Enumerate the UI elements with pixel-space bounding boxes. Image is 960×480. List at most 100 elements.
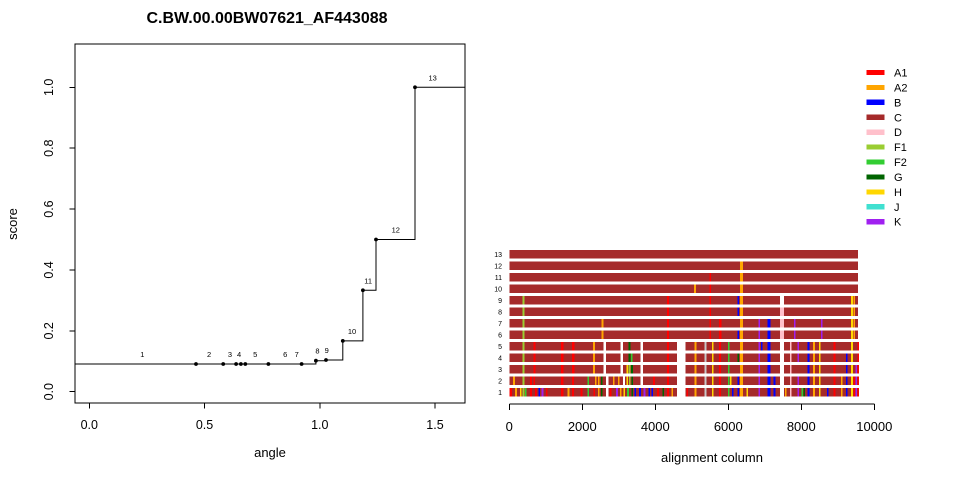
row-stripe-D — [780, 330, 785, 340]
row-stripe-A2 — [617, 376, 620, 386]
row-stripe-A2 — [784, 388, 787, 397]
data-point — [299, 362, 304, 366]
point-label: 11 — [364, 276, 372, 285]
row-stripe-B — [807, 353, 810, 363]
y-tick-label: 0.0 — [42, 383, 56, 400]
row-stripe-gap — [780, 342, 785, 351]
left-axes: 0.0 0.5 1.0 1.5 0.0 0.2 0.4 0.6 0.8 1.0 — [42, 79, 444, 432]
row-stripe-D — [790, 388, 792, 397]
row-label: 4 — [498, 356, 502, 363]
row-stripe-A1 — [533, 376, 536, 386]
data-point — [340, 339, 345, 343]
row-stripe-K — [758, 388, 760, 397]
alignment-row-5: 5 — [498, 342, 860, 351]
point-label: 1 — [140, 350, 144, 359]
row-stripe-A1 — [561, 342, 564, 351]
row-stripe-K — [794, 319, 796, 328]
legend-swatch-K — [866, 219, 885, 225]
y-tick-label: 1.0 — [42, 79, 56, 96]
alignment-row-7: 7 — [498, 319, 858, 328]
row-stripe-A2 — [693, 284, 696, 293]
row-stripe-F2 — [525, 388, 527, 397]
row-stripe-H — [850, 330, 854, 340]
point-label: 2 — [207, 350, 211, 359]
row-bar — [509, 284, 858, 293]
row-stripe-G — [662, 388, 665, 397]
row-stripe-A2 — [740, 330, 743, 340]
row-bar — [509, 273, 858, 282]
x-tick-label: 8000 — [787, 419, 816, 434]
row-stripe-A1 — [530, 388, 532, 397]
row-stripe-H — [850, 365, 854, 374]
row-stripe-A1 — [657, 388, 659, 397]
row-stripe-G — [628, 353, 631, 363]
x-tick-label: 0.5 — [196, 418, 213, 432]
row-stripe-G — [631, 388, 633, 397]
row-stripe-B — [538, 388, 540, 397]
row-stripe-gap — [603, 342, 607, 351]
row-stripe-A2 — [671, 388, 673, 397]
row-stripe-G — [628, 342, 631, 351]
row-stripe-F1 — [628, 365, 631, 374]
row-label: 6 — [498, 333, 502, 340]
row-stripe-A2 — [694, 365, 697, 374]
row-stripe-A1 — [709, 319, 712, 328]
point-label: 4 — [237, 350, 241, 359]
row-label: 7 — [498, 321, 502, 328]
row-stripe-A1 — [533, 365, 536, 374]
row-bar — [509, 330, 858, 340]
row-stripe-A1 — [833, 342, 836, 351]
row-stripe-H — [711, 388, 714, 397]
row-stripe-A2 — [740, 319, 743, 328]
legend-item-F1: F1 — [866, 142, 907, 154]
row-bar — [509, 307, 858, 316]
row-stripe-A1 — [667, 376, 670, 386]
row-stripe-H — [818, 376, 821, 386]
row-stripe-H — [850, 388, 854, 397]
row-stripe-B — [767, 342, 771, 351]
legend-swatch-G — [866, 174, 885, 180]
row-stripe-A1 — [535, 388, 537, 397]
row-stripe-A1 — [718, 388, 721, 397]
data-point — [194, 362, 198, 366]
row-stripe-H — [711, 376, 714, 386]
row-stripe-K — [820, 319, 823, 328]
row-stripe-A2 — [740, 376, 743, 386]
row-stripe-A1 — [709, 284, 712, 293]
row-stripe-A2 — [840, 376, 843, 386]
row-stripe-A1 — [561, 376, 564, 386]
alignment-row-12: 12 — [494, 261, 858, 271]
row-stripe-H — [850, 376, 854, 386]
data-point — [266, 362, 271, 366]
row-stripe-F2 — [727, 388, 730, 397]
legend-item-A1: A1 — [866, 68, 907, 80]
legend-label: C — [894, 112, 902, 124]
y-tick-label: 0.4 — [42, 261, 56, 278]
row-stripe-A1 — [718, 376, 721, 386]
row-stripe-H — [711, 353, 714, 363]
data-point — [243, 362, 248, 366]
row-stripe-D — [790, 353, 792, 363]
data-point — [374, 237, 378, 242]
data-point — [413, 85, 417, 90]
legend-item-H: H — [866, 187, 902, 199]
row-stripe-G — [631, 376, 633, 386]
alignment-row-1: 1 — [498, 388, 860, 397]
point-label: 5 — [253, 350, 257, 359]
row-stripe-F2 — [627, 388, 629, 397]
row-stripe-A1 — [833, 388, 836, 397]
point-label: 9 — [325, 346, 329, 355]
row-stripe-A1 — [686, 388, 689, 397]
row-stripe-A1 — [857, 353, 860, 363]
y-tick-label: 0.8 — [42, 139, 56, 156]
row-stripe-H — [626, 376, 628, 386]
row-stripe-F1 — [522, 376, 525, 386]
row-stripe-A2 — [567, 388, 570, 397]
row-stripe-B — [845, 376, 848, 386]
row-stripe-K — [616, 388, 618, 397]
row-stripe-gap — [620, 342, 623, 351]
legend-swatch-J — [866, 204, 885, 210]
row-stripe-A1 — [571, 376, 575, 386]
row-stripe-gap — [603, 365, 607, 374]
